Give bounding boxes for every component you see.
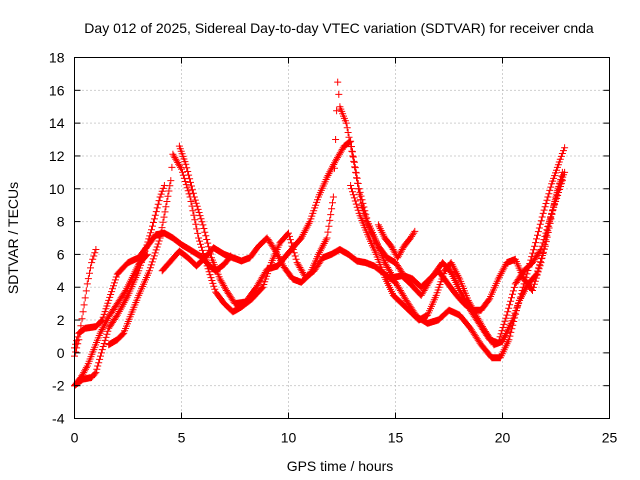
- x-tick-label: 20: [495, 430, 511, 446]
- y-tick-label: 0: [57, 345, 65, 361]
- series-track-b: [71, 182, 168, 390]
- x-tick-label: 5: [178, 430, 186, 446]
- y-tick-label: 8: [57, 214, 65, 230]
- x-tick-label: 15: [388, 430, 404, 446]
- plot-frame: [74, 57, 610, 419]
- y-tick-label: -4: [52, 411, 65, 427]
- series-markers: [374, 221, 419, 262]
- y-tick-label: -2: [52, 378, 65, 394]
- y-tick-label: 18: [49, 50, 65, 66]
- series-markers: [347, 168, 566, 349]
- data-layer: [71, 78, 569, 390]
- y-tick-label: 14: [49, 115, 65, 131]
- y-tick-label: 2: [57, 312, 65, 328]
- y-axis-label: SDTVAR / TECUs: [5, 182, 21, 294]
- x-axis-label: GPS time / hours: [287, 458, 394, 474]
- series-markers: [105, 144, 569, 362]
- tick-layer: -4 -2 0 2 4 6 8 10 12 14 16 18 0 5 10 15 20 25: [49, 50, 618, 446]
- series-track-i: [374, 221, 419, 262]
- y-tick-label: 12: [49, 148, 65, 164]
- series-track-h: [347, 168, 566, 349]
- series-markers: [71, 182, 168, 390]
- x-tick-label: 25: [602, 430, 618, 446]
- y-tick-label: 16: [49, 82, 65, 98]
- y-tick-label: 10: [49, 181, 65, 197]
- x-tick-label: 0: [71, 430, 79, 446]
- y-tick-label: 4: [57, 279, 65, 295]
- chart-title: Day 012 of 2025, Sidereal Day-to-day VTE…: [84, 20, 594, 36]
- y-tick-label: 6: [57, 246, 65, 262]
- x-tick-label: 10: [281, 430, 297, 446]
- grid-layer: [74, 57, 610, 419]
- series-track-e: [105, 144, 569, 362]
